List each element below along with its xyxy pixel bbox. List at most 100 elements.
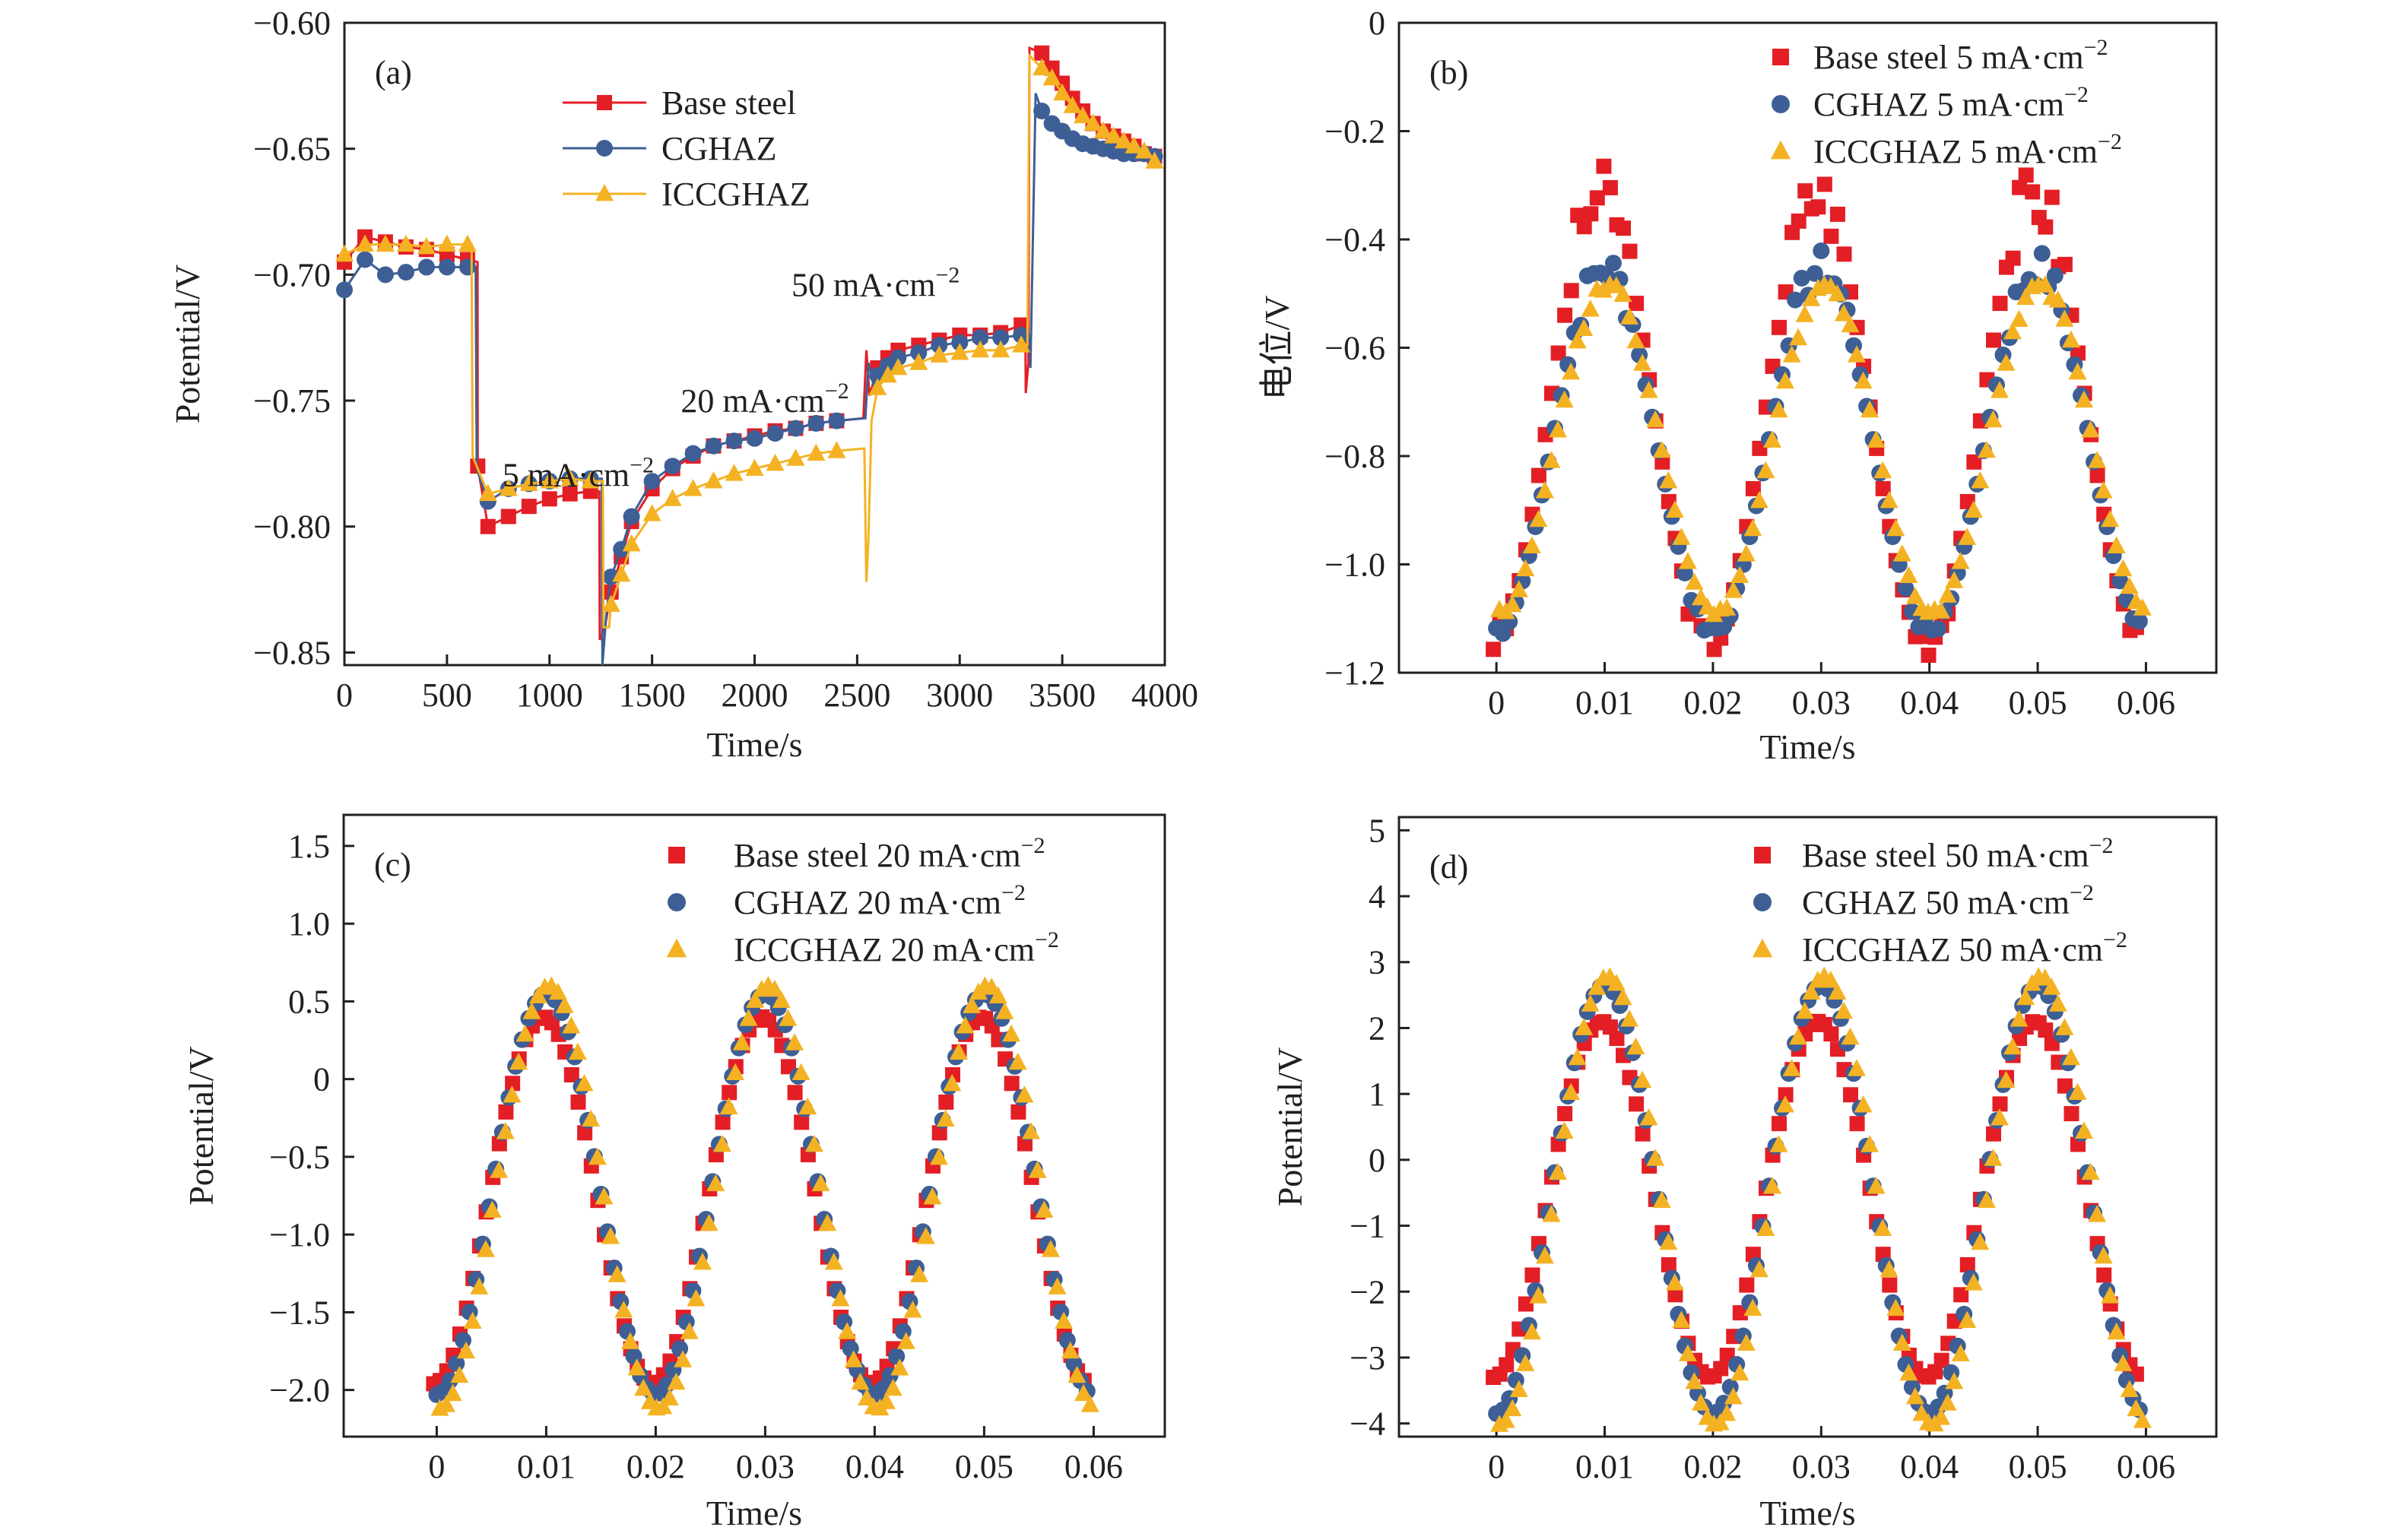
data-point: [1880, 490, 1899, 509]
y-axis-label: Potential/V: [168, 265, 207, 424]
x-tick-label: 1000: [516, 677, 583, 714]
data-point: [2057, 1078, 2073, 1094]
data-point: [1737, 544, 1756, 562]
data-point: [1531, 467, 1546, 483]
x-tick-label: 0.04: [1900, 684, 1959, 721]
data-point: [643, 473, 661, 490]
data-point: [2081, 420, 2100, 438]
data-point: [1609, 1031, 1625, 1047]
data-point: [1882, 1277, 1898, 1293]
data-point: [1724, 581, 1743, 598]
data-point: [1055, 1311, 1074, 1329]
legend: Base steel CGHAZ ICCGHAZ: [563, 84, 810, 213]
data-point: [732, 1033, 751, 1050]
data-point: [1789, 1027, 1808, 1045]
data-point: [1661, 1257, 1676, 1272]
y-tick-label: 3: [1369, 944, 1385, 981]
data-point: [1971, 471, 1990, 489]
data-point: [1977, 440, 1996, 458]
y-tick-label: 0: [313, 1061, 330, 1098]
data-point: [807, 414, 825, 432]
data-point: [1823, 228, 1839, 244]
y-tick-label: −0.75: [253, 382, 331, 420]
data-point: [1499, 1357, 1515, 1373]
data-point: [1787, 291, 1804, 309]
data-point: [1905, 587, 1924, 604]
y-tick-label: 5: [1369, 812, 1385, 849]
data-point: [1823, 1026, 1839, 1042]
data-point: [1652, 440, 1671, 458]
data-point: [868, 378, 887, 395]
data-point: [463, 1311, 482, 1329]
data-point: [521, 499, 537, 515]
data-point: [437, 1395, 455, 1412]
data-point: [1620, 1009, 1638, 1027]
legend-marker: [1772, 95, 1790, 113]
data-point: [660, 1388, 679, 1405]
data-point: [890, 1358, 909, 1376]
data-point: [972, 329, 989, 347]
data-point: [1583, 206, 1599, 222]
data-point: [787, 1085, 803, 1101]
data-point: [2088, 1205, 2107, 1222]
data-point: [1772, 319, 1787, 335]
data-point: [1028, 1161, 1047, 1178]
data-point: [613, 540, 630, 558]
data-point: [503, 1085, 522, 1103]
data-point: [766, 425, 784, 442]
data-point: [1854, 371, 1873, 389]
panel-letter: (d): [1429, 848, 1468, 886]
data-point: [1834, 304, 1853, 322]
data-point: [1848, 1059, 1866, 1076]
data-point: [1730, 566, 1749, 583]
data-point: [1646, 1149, 1665, 1166]
data-point: [1810, 199, 1826, 215]
data-point: [570, 1094, 586, 1110]
x-tick-label: 0.05: [2009, 1448, 2067, 1485]
data-point: [1013, 326, 1030, 344]
data-point: [1886, 518, 1905, 537]
data-point: [1828, 982, 1847, 1000]
data-point: [1776, 371, 1794, 389]
data-point: [1549, 420, 1567, 438]
data-point: [1035, 1200, 1054, 1218]
series-iccghaz: [430, 975, 1099, 1416]
data-point: [1860, 400, 1880, 418]
legend: Base steel 5 mA·cm−2 CGHAZ 5 mA·cm−2 ICCGH…: [1770, 35, 2122, 170]
data-point: [1080, 1395, 1099, 1412]
legend-marker: [1754, 847, 1771, 863]
data-point: [988, 986, 1007, 1003]
data-point: [577, 1125, 593, 1141]
data-point: [2094, 1246, 2113, 1264]
data-point: [930, 1147, 948, 1165]
data-point: [1033, 58, 1052, 76]
data-point: [1880, 1260, 1899, 1278]
data-point: [1074, 1383, 1093, 1402]
data-point: [1892, 1333, 1911, 1351]
data-point: [779, 1009, 798, 1026]
x-tick-label: 3500: [1029, 677, 1096, 714]
x-tick-label: 0.03: [1792, 684, 1851, 721]
data-point: [1022, 1122, 1040, 1139]
data-point: [357, 251, 373, 268]
data-point: [519, 474, 538, 491]
data-point: [2120, 1380, 2139, 1397]
y-tick-label: −1: [1350, 1208, 1385, 1245]
legend-marker: [666, 938, 687, 958]
data-point: [1756, 1218, 1775, 1236]
y-tick-label: −0.5: [269, 1139, 330, 1176]
y-tick-label: 4: [1369, 878, 1385, 915]
data-point: [2055, 1018, 2074, 1035]
data-point: [1602, 179, 1618, 195]
data-point: [356, 234, 374, 252]
data-point: [1977, 1190, 1996, 1209]
y-tick-label: −2.0: [269, 1372, 330, 1409]
data-point: [2064, 1106, 2079, 1122]
data-point: [614, 1301, 633, 1318]
y-tick-label: 0.5: [288, 983, 330, 1020]
data-point: [607, 1265, 627, 1282]
data-point: [878, 365, 897, 383]
data-point: [588, 1147, 607, 1165]
data-point: [548, 982, 567, 1000]
data-point: [667, 1372, 686, 1390]
